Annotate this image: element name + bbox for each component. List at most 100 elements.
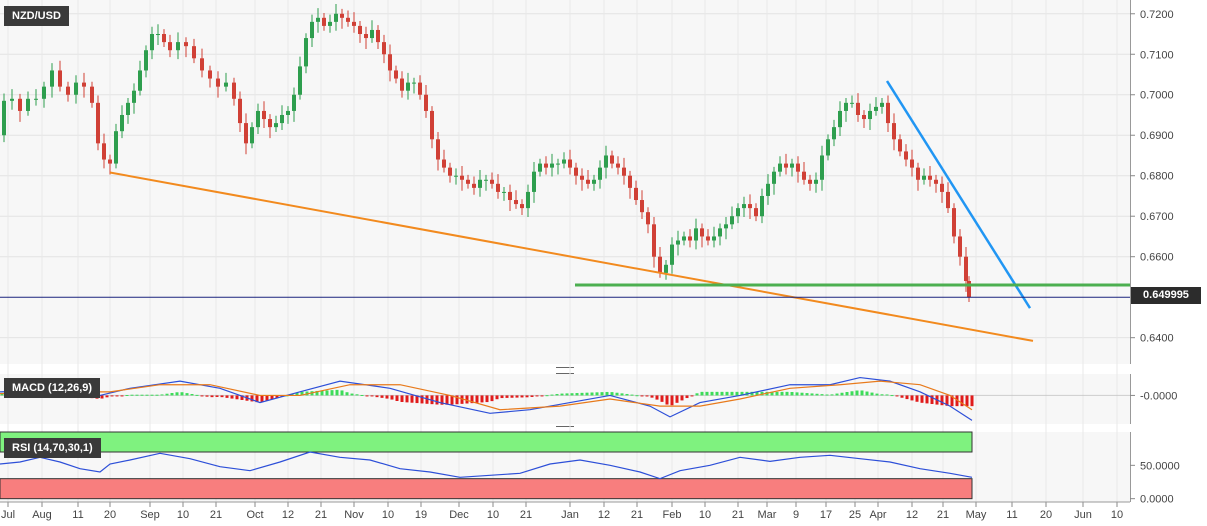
price-tick-label: 0.6600 bbox=[1140, 252, 1174, 264]
candle-body bbox=[18, 98, 22, 111]
macd-histogram-bar bbox=[800, 392, 804, 396]
candle-body bbox=[90, 86, 94, 103]
macd-histogram-bar bbox=[495, 395, 499, 400]
macd-histogram-bar bbox=[260, 395, 264, 403]
rsi-overbought-zone bbox=[0, 431, 973, 453]
macd-histogram-bar bbox=[600, 392, 604, 396]
macd-histogram-bar bbox=[475, 395, 479, 403]
pane-splitter-handle[interactable] bbox=[556, 367, 574, 374]
macd-histogram-bar bbox=[815, 393, 819, 396]
candle-body bbox=[808, 179, 812, 184]
candle-body bbox=[400, 78, 404, 91]
candle-body bbox=[952, 208, 956, 237]
macd-histogram-bar bbox=[300, 391, 304, 396]
candle-body bbox=[376, 29, 380, 43]
macd-histogram-bar bbox=[560, 393, 564, 396]
candle-body bbox=[150, 34, 154, 51]
macd-histogram-bar bbox=[805, 393, 809, 396]
macd-histogram-bar bbox=[860, 390, 864, 396]
macd-histogram-bar bbox=[505, 395, 509, 398]
date-tick-label: Mar bbox=[758, 509, 777, 521]
date-tick-label: 12 bbox=[598, 509, 610, 521]
macd-histogram-bar bbox=[905, 395, 909, 400]
macd-histogram-bar bbox=[470, 395, 474, 404]
candle-body bbox=[268, 119, 272, 128]
candle-body bbox=[274, 123, 278, 128]
macd-histogram-bar bbox=[710, 391, 714, 396]
candle-body bbox=[102, 143, 106, 160]
macd-histogram-bar bbox=[530, 395, 534, 397]
macd-histogram-bar bbox=[590, 392, 594, 396]
macd-histogram-bar bbox=[910, 395, 914, 401]
candle-body bbox=[832, 127, 836, 140]
macd-histogram-bar bbox=[355, 394, 359, 396]
candle-body bbox=[562, 159, 566, 164]
date-tick-label: Apr bbox=[869, 509, 886, 521]
candle-body bbox=[208, 70, 212, 79]
macd-histogram-bar bbox=[700, 391, 704, 396]
macd-histogram-bar bbox=[420, 395, 424, 404]
macd-histogram-bar bbox=[785, 391, 789, 396]
candle-body bbox=[967, 280, 971, 298]
macd-histogram-bar bbox=[715, 391, 719, 396]
rsi-axis-label: 50.0000 bbox=[1140, 460, 1180, 472]
candle-body bbox=[82, 82, 86, 87]
price-tick-label: 0.6900 bbox=[1140, 130, 1174, 142]
macd-histogram-bar bbox=[565, 393, 569, 396]
date-tick-label: 21 bbox=[937, 509, 949, 521]
candle-body bbox=[256, 110, 260, 128]
macd-histogram-bar bbox=[180, 392, 184, 396]
macd-histogram-bar bbox=[460, 395, 464, 404]
candle-body bbox=[862, 114, 866, 120]
candle-body bbox=[610, 155, 614, 164]
macd-histogram-bar bbox=[955, 395, 959, 407]
candle-body bbox=[358, 25, 362, 35]
macd-histogram-bar bbox=[500, 395, 504, 399]
macd-histogram-bar bbox=[240, 395, 244, 400]
macd-histogram-bar bbox=[615, 392, 619, 396]
date-tick-label: Oct bbox=[246, 509, 263, 521]
price-tick-label: 0.6700 bbox=[1140, 211, 1174, 223]
candle-body bbox=[200, 58, 204, 71]
candle-body bbox=[724, 224, 728, 229]
candle-body bbox=[460, 175, 464, 180]
candle-body bbox=[26, 98, 30, 111]
candle-body bbox=[616, 163, 620, 168]
price-tick-label: 0.6400 bbox=[1140, 333, 1174, 345]
macd-histogram-bar bbox=[770, 391, 774, 396]
macd-histogram-bar bbox=[825, 394, 829, 396]
candle-body bbox=[382, 42, 386, 55]
macd-histogram-bar bbox=[890, 395, 894, 397]
candle-body bbox=[712, 236, 716, 241]
candle-body bbox=[718, 228, 722, 237]
candle-body bbox=[114, 131, 118, 164]
macd-histogram-bar bbox=[640, 395, 644, 397]
date-tick-label: 10 bbox=[177, 509, 189, 521]
macd-histogram-bar bbox=[895, 395, 899, 397]
macd-histogram-bar bbox=[120, 395, 124, 397]
resistance-trendline bbox=[885, 80, 1032, 309]
macd-histogram-bar bbox=[655, 395, 659, 400]
macd-histogram-bar bbox=[405, 395, 409, 403]
macd-histogram-bar bbox=[190, 394, 194, 396]
macd-histogram-bar bbox=[970, 395, 974, 407]
macd-histogram-bar bbox=[275, 395, 279, 399]
macd-histogram-bar bbox=[780, 391, 784, 396]
macd-histogram-bar bbox=[555, 394, 559, 396]
macd-histogram-bar bbox=[875, 393, 879, 396]
macd-histogram-bar bbox=[135, 394, 139, 396]
macd-histogram-bar bbox=[295, 392, 299, 396]
date-tick-label: 10 bbox=[487, 509, 499, 521]
candle-body bbox=[892, 123, 896, 140]
candle-body bbox=[628, 175, 632, 188]
macd-histogram-bar bbox=[790, 392, 794, 396]
macd-histogram-bar bbox=[525, 395, 529, 398]
candle-body bbox=[292, 94, 296, 111]
date-tick-label: Feb bbox=[663, 509, 682, 521]
macd-histogram-bar bbox=[690, 395, 694, 397]
candle-body bbox=[436, 139, 440, 160]
macd-histogram-bar bbox=[925, 395, 929, 404]
candle-body bbox=[216, 78, 220, 87]
candle-body bbox=[550, 163, 554, 168]
candle-body bbox=[598, 167, 602, 180]
